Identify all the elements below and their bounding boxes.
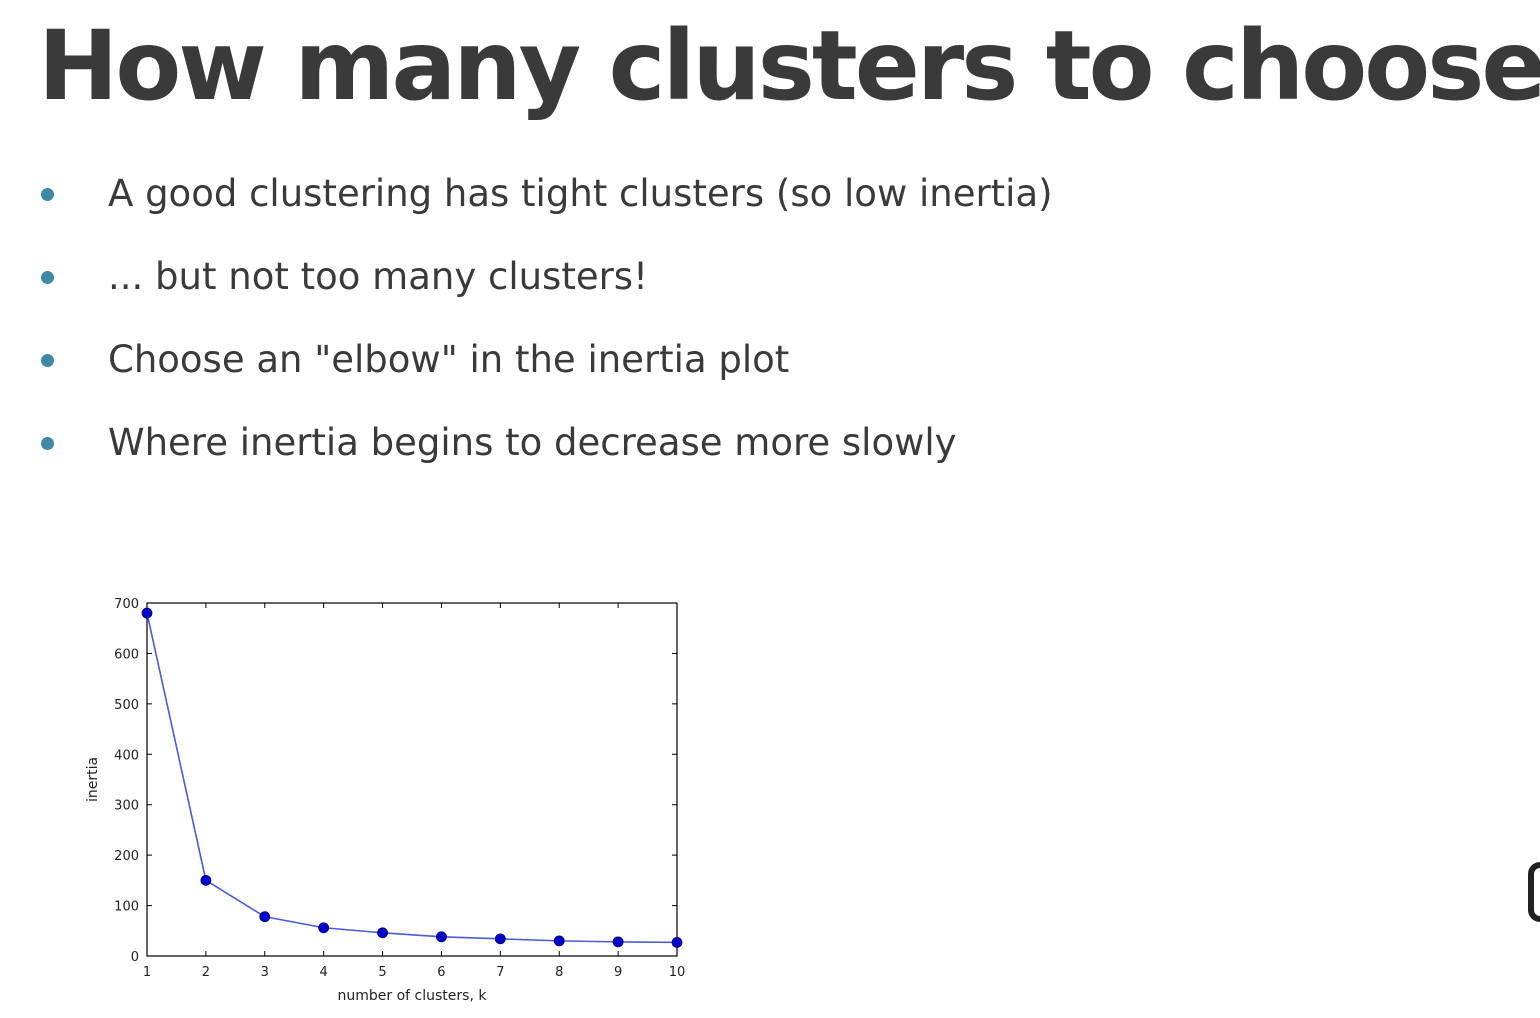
inertia-plot-svg: 1 2 3 4 5 6 7 8 9 100100200300400500600700number … [85, 597, 686, 1004]
y-tick-label: 300 [114, 799, 139, 814]
bullet-text: A good clustering has tight clusters (so… [108, 172, 1053, 215]
data-point [671, 936, 683, 948]
data-point [318, 922, 330, 934]
x-tick-label: 3 [261, 965, 269, 980]
inertia-chart: 1 2 3 4 5 6 7 8 9 10 0 100 200 300 400 500 600 700 number … [70, 585, 710, 1010]
bullet-text: Choose an "elbow" in the inertia plot [108, 338, 790, 381]
series-line [146, 612, 678, 944]
y-axis-label: inertia [85, 757, 101, 802]
x-tick-label: 6 [437, 965, 445, 980]
y-tick-label: 0 [131, 950, 139, 965]
x-tick-label: 10 [669, 965, 686, 980]
bullet-dot-icon [41, 437, 54, 450]
data-point [141, 607, 153, 619]
y-tick-label: 400 [114, 748, 139, 763]
y-tick-label: 100 [114, 900, 139, 915]
data-point [612, 936, 624, 948]
x-tick-label: 8 [555, 965, 563, 980]
x-tick-label: 1 [143, 965, 151, 980]
bullet-dot-icon [41, 354, 54, 367]
data-point [200, 874, 212, 886]
y-tick-label: 700 [114, 597, 139, 612]
slide-title: How many clusters to choose? [38, 10, 1540, 122]
y-tick-label: 600 [114, 647, 139, 662]
data-point [259, 911, 271, 923]
bullet-dot-icon [41, 188, 54, 201]
data-point [494, 933, 506, 945]
x-tick-label: 7 [496, 965, 504, 980]
x-tick-label: 2 [202, 965, 210, 980]
data-point [553, 935, 565, 947]
x-tick-label: 5 [378, 965, 386, 980]
bullet-text: ... but not too many clusters! [108, 255, 648, 298]
plot-frame [146, 602, 678, 957]
x-tick-label: 9 [614, 965, 622, 980]
partial-logo-icon [1528, 862, 1540, 922]
x-axis-label: number of clusters, k [338, 988, 488, 1004]
bullet-text: Where inertia begins to decrease more sl… [108, 421, 957, 464]
data-point [377, 927, 388, 939]
bullet-dot-icon [41, 271, 54, 284]
x-tick-label: 4 [320, 965, 328, 980]
y-tick-label: 500 [114, 698, 139, 713]
y-tick-label: 200 [114, 849, 139, 864]
data-point [436, 931, 447, 943]
